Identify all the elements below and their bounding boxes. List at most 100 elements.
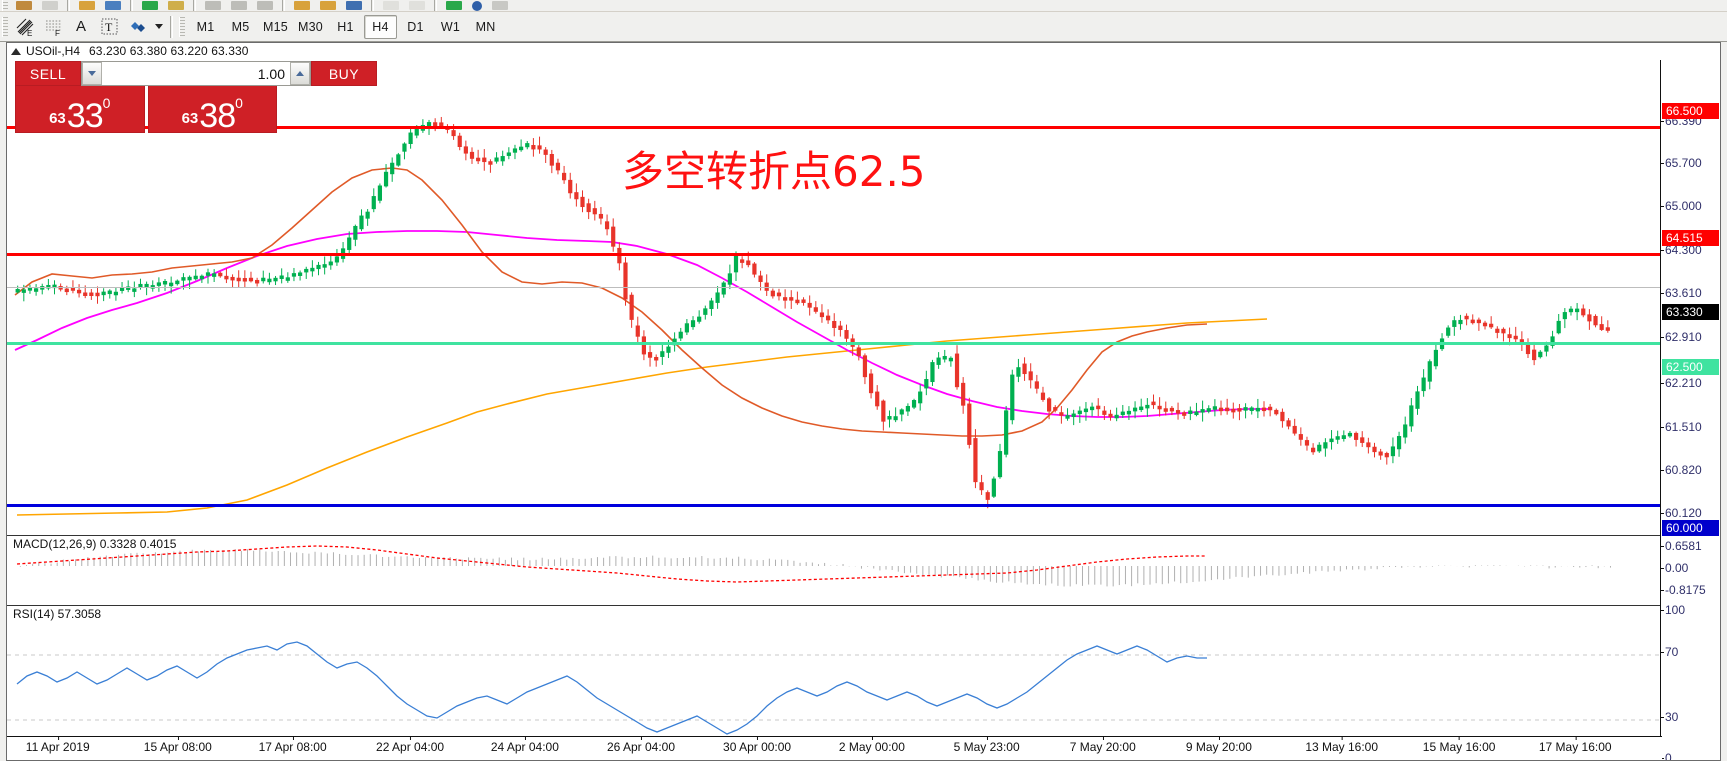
price-tick-60120: 60.120: [1661, 506, 1720, 520]
zoom-in-icon[interactable]: [205, 1, 221, 10]
time-tick: 15 Apr 08:00: [143, 736, 212, 754]
timeframe-m1-label: M1: [196, 19, 215, 34]
timeframe-m15[interactable]: M15: [259, 15, 292, 39]
sell-button[interactable]: SELL: [15, 61, 81, 86]
time-scale-axis[interactable]: 11 Apr 2019 15 Apr 08:00 17 Apr 08:00 22 Ap…: [7, 736, 1662, 760]
time-tick: 2 May 00:00: [838, 736, 905, 754]
macd-series: [16, 545, 1611, 587]
price-tick-65000: 65.000: [1661, 199, 1720, 213]
volume-input[interactable]: [102, 62, 290, 85]
buy-button[interactable]: BUY: [311, 61, 377, 86]
price-tick-61510: 61.510: [1661, 420, 1720, 434]
profiles-icon[interactable]: [42, 1, 58, 10]
price-pane[interactable]: [7, 60, 1662, 529]
time-tick: 5 May 23:00: [953, 736, 1020, 754]
time-tick: 13 May 16:00: [1305, 736, 1379, 754]
chart-ohlc-values: 63.230 63.380 63.220 63.330: [89, 44, 249, 58]
level-line-62500[interactable]: [7, 342, 1662, 345]
timeframe-mn-label: MN: [475, 19, 496, 34]
collapse-triangle-icon[interactable]: [11, 47, 21, 55]
rsi-series: [7, 641, 1662, 735]
price-tick-64300: 64.300: [1661, 243, 1720, 257]
price-badge-64515: 64.515: [1662, 230, 1719, 246]
chevron-up-icon: [296, 71, 304, 76]
open-folder-icon[interactable]: [79, 1, 95, 10]
time-tick: 17 May 16:00: [1538, 736, 1612, 754]
price-candlestick-series: [14, 116, 1610, 516]
timeframe-m5[interactable]: M5: [224, 15, 257, 39]
zoom-out-icon[interactable]: [231, 1, 247, 10]
rsi-pane[interactable]: RSI(14) 57.3058: [7, 605, 1662, 760]
rsi-tick-0: 0: [1661, 751, 1720, 760]
shapes-icon[interactable]: [124, 15, 150, 39]
chart-window: USOil-,H4 63.230 63.380 63.220 63.330: [6, 42, 1721, 761]
save-icon[interactable]: [105, 1, 121, 10]
time-tick: 22 Apr 04:00: [376, 736, 445, 754]
terminal-icon[interactable]: [409, 1, 425, 10]
indicator-list-icon[interactable]: [294, 1, 310, 10]
toolbar-main: E F A T: [0, 12, 1727, 42]
current-price-line: [7, 287, 1662, 288]
price-tick-60820: 60.820: [1661, 463, 1720, 477]
new-order-icon[interactable]: [446, 1, 462, 10]
timeframe-toolbar-grip[interactable]: [179, 16, 185, 37]
macd-tick-zero: 0.00: [1661, 561, 1720, 575]
macd-pane[interactable]: MACD(12,26,9) 0.3328 0.4015: [7, 535, 1662, 600]
volume-decrement-button[interactable]: [82, 62, 102, 85]
timeframe-m5-label: M5: [231, 19, 250, 34]
timeframe-mn[interactable]: MN: [469, 15, 502, 39]
text-icon[interactable]: A: [75, 18, 86, 35]
autoscroll-icon[interactable]: [257, 1, 273, 10]
navigator-icon[interactable]: [383, 1, 399, 10]
macd-label: MACD(12,26,9) 0.3328 0.4015: [12, 537, 178, 551]
price-tick-62910: 62.910: [1661, 330, 1720, 344]
time-tick: 9 May 20:00: [1185, 736, 1252, 754]
level-line-64515[interactable]: [7, 253, 1662, 256]
expert-advisor-icon[interactable]: [320, 1, 336, 10]
sell-price-fraction: 0: [102, 95, 111, 111]
timeframe-w1[interactable]: W1: [434, 15, 467, 39]
globe-icon[interactable]: [472, 0, 482, 11]
toolbar-secondary: [0, 0, 1727, 12]
timeframe-m1[interactable]: M1: [189, 15, 222, 39]
level-line-60000[interactable]: [7, 504, 1662, 507]
sell-price-integer: 63: [49, 110, 66, 127]
chart-annotation-text[interactable]: 多空转折点62.5: [622, 147, 926, 196]
new-chart-icon[interactable]: [16, 1, 32, 10]
buy-price-display[interactable]: 63 38 0: [147, 86, 277, 133]
sell-price-display[interactable]: 63 33 0: [15, 86, 145, 133]
volume-increment-button[interactable]: [290, 62, 310, 85]
bar-chart-icon[interactable]: [142, 1, 158, 10]
chart-symbol-label: USOil-,H4: [26, 44, 81, 58]
time-tick: 15 May 16:00: [1422, 736, 1496, 754]
rsi-tick-70: 70: [1661, 645, 1720, 659]
time-tick: 30 Apr 00:00: [723, 736, 792, 754]
timeframe-h1[interactable]: H1: [329, 15, 362, 39]
buy-price-integer: 63: [181, 110, 199, 127]
buy-price-fraction: 0: [235, 95, 243, 111]
timeframe-h1-label: H1: [337, 19, 354, 34]
svg-text:T: T: [105, 20, 113, 34]
level-line-66500[interactable]: [7, 126, 1662, 129]
fibonacci-icon[interactable]: F: [40, 15, 66, 39]
text-label-icon[interactable]: T: [96, 15, 122, 39]
chevron-down-icon[interactable]: [152, 15, 165, 39]
strategy-tester-icon[interactable]: [492, 1, 508, 10]
price-scale-axis[interactable]: 66.500 66.390 65.700 65.000 64.515 64.30…: [1660, 60, 1720, 760]
candlestick-icon[interactable]: [168, 1, 184, 10]
crosshair-icon[interactable]: E: [12, 15, 38, 39]
svg-text:F: F: [55, 29, 60, 37]
market-watch-icon[interactable]: [346, 1, 362, 10]
rsi-tick-100: 100: [1661, 603, 1720, 617]
chart-titlebar: USOil-,H4 63.230 63.380 63.220 63.330: [7, 43, 1720, 60]
timeframe-m30[interactable]: M30: [294, 15, 327, 39]
timeframe-d1-label: D1: [407, 19, 424, 34]
volume-stepper[interactable]: [81, 61, 311, 86]
price-badge-current: 63.330: [1662, 304, 1719, 320]
toolbar-grip-main[interactable]: [2, 16, 8, 37]
timeframe-h4[interactable]: H4: [364, 14, 397, 39]
macd-tick-low: -0.8175: [1661, 583, 1720, 597]
timeframe-d1[interactable]: D1: [399, 15, 432, 39]
toolbar-grip[interactable]: [2, 0, 8, 11]
